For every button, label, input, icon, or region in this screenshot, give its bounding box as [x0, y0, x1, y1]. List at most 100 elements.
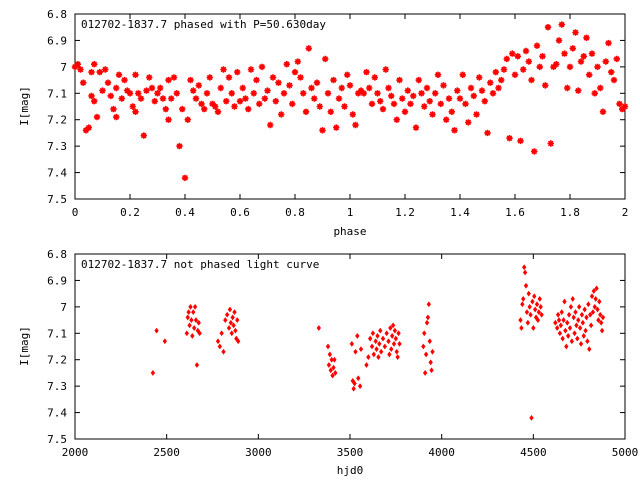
- data-point: [520, 301, 525, 308]
- data-point: [531, 325, 536, 331]
- data-point: [410, 92, 417, 100]
- data-point: [528, 76, 535, 84]
- data-point: [531, 148, 538, 155]
- data-point: [539, 53, 546, 60]
- data-point: [228, 90, 235, 97]
- data-point: [390, 100, 398, 108]
- data-point: [465, 119, 472, 126]
- data-point: [600, 314, 606, 321]
- data-point: [583, 34, 590, 41]
- data-point: [239, 84, 246, 92]
- x-tick-label: 1.8: [560, 206, 580, 219]
- data-point: [539, 311, 544, 318]
- data-point: [498, 76, 505, 84]
- data-point: [126, 90, 134, 97]
- data-point: [602, 58, 609, 65]
- y-tick-label: 6.9: [47, 274, 67, 287]
- x-tick-label: 0.2: [120, 206, 140, 219]
- data-point: [195, 82, 202, 89]
- data-point: [522, 269, 528, 276]
- data-point: [594, 63, 601, 71]
- y-tick-label: 7.1: [47, 87, 67, 100]
- data-point: [561, 50, 568, 57]
- data-point: [113, 113, 120, 121]
- data-point: [509, 50, 516, 57]
- data-point: [316, 103, 323, 110]
- data-point: [286, 82, 293, 89]
- data-point: [619, 105, 626, 113]
- y-tick-label: 7.4: [47, 407, 67, 420]
- data-point: [557, 330, 563, 337]
- data-point: [245, 105, 252, 113]
- data-point: [191, 325, 197, 331]
- data-point: [203, 90, 211, 97]
- data-point: [235, 317, 240, 323]
- data-point: [219, 330, 224, 337]
- data-point: [523, 282, 529, 289]
- data-point: [378, 327, 383, 334]
- data-point: [370, 330, 376, 337]
- data-point: [140, 132, 147, 139]
- data-point: [553, 319, 558, 326]
- data-point: [404, 87, 411, 94]
- data-point: [525, 319, 531, 326]
- data-point: [470, 92, 477, 100]
- data-point: [581, 333, 586, 339]
- data-point: [272, 98, 279, 105]
- data-point: [553, 61, 560, 68]
- data-point: [371, 74, 378, 81]
- data-point: [132, 108, 139, 115]
- data-point: [363, 68, 370, 76]
- data-point: [308, 84, 315, 92]
- data-point: [91, 61, 98, 68]
- data-point: [132, 71, 139, 78]
- data-point: [220, 66, 227, 73]
- data-point: [586, 301, 591, 308]
- data-point: [586, 71, 593, 78]
- data-point: [228, 319, 234, 326]
- data-point: [587, 346, 592, 353]
- data-point: [377, 98, 384, 105]
- data-point: [599, 327, 605, 334]
- data-point: [525, 58, 532, 65]
- data-point: [374, 90, 381, 97]
- data-point: [176, 142, 183, 150]
- data-point: [387, 351, 392, 358]
- x-tick-label: 5000: [612, 446, 639, 459]
- data-point: [341, 103, 348, 110]
- data-point: [537, 296, 542, 302]
- data-point: [269, 74, 277, 81]
- data-point: [432, 90, 439, 97]
- data-point: [378, 348, 384, 355]
- data-point: [186, 309, 191, 316]
- data-point: [206, 74, 213, 81]
- data-point: [384, 330, 389, 337]
- data-point: [377, 340, 382, 347]
- data-point: [613, 55, 620, 63]
- data-point: [170, 74, 178, 81]
- data-point: [401, 108, 409, 115]
- data-point: [585, 338, 590, 345]
- x-tick-label: 0: [72, 206, 79, 219]
- data-point: [379, 105, 387, 113]
- data-point: [565, 319, 570, 326]
- data-point: [423, 351, 429, 358]
- data-point: [129, 103, 136, 110]
- data-point: [192, 95, 200, 102]
- data-point: [391, 340, 397, 347]
- data-point: [331, 364, 336, 371]
- x-axis-label: hjd0: [337, 464, 364, 477]
- data-point: [576, 303, 582, 310]
- data-point: [393, 335, 399, 342]
- data-point: [451, 127, 458, 134]
- data-point: [580, 319, 586, 326]
- data-point: [326, 362, 332, 368]
- data-point: [576, 317, 581, 323]
- data-point: [582, 306, 587, 313]
- data-point: [369, 343, 375, 350]
- data-point: [184, 116, 191, 123]
- data-point: [558, 21, 565, 28]
- data-point: [374, 346, 379, 353]
- data-point: [594, 285, 599, 292]
- data-point: [355, 90, 362, 97]
